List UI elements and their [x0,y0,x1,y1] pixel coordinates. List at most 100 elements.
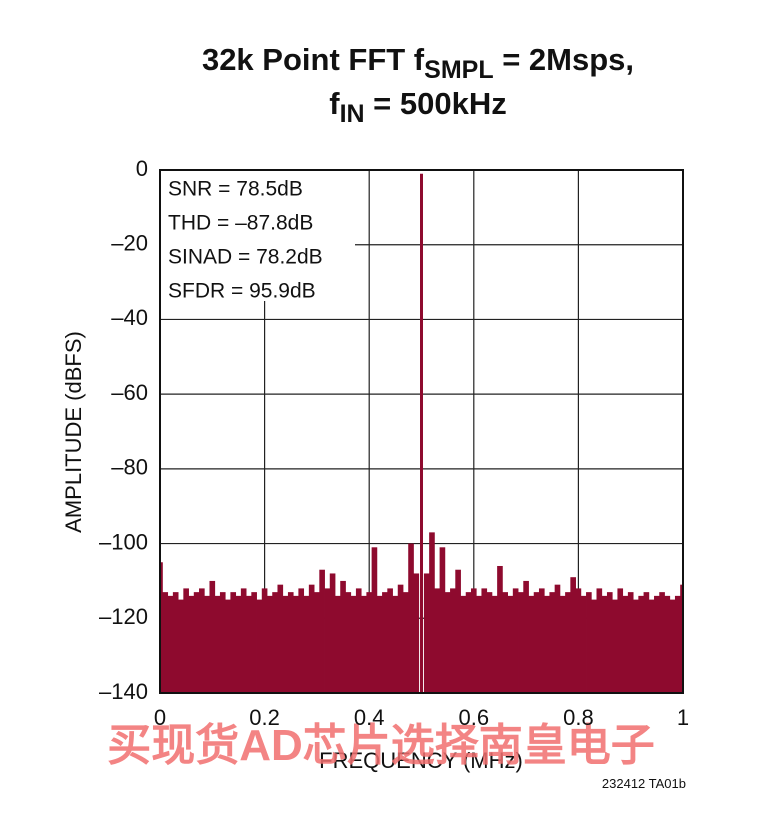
spectrum-bar [160,562,163,693]
spectrum-bar [460,595,467,693]
spectrum-bar [277,584,284,693]
spectrum-bar [664,595,671,693]
spectrum-bar [491,595,498,693]
spectrum-bar [596,588,603,693]
spectrum-bar [507,595,514,693]
spectrum-bar [193,592,200,693]
spectrum-bar [512,588,519,693]
watermark: 买现货AD芯片选择南皇电子 [107,721,655,770]
spectrum-bar [648,599,655,693]
y-tick-label: –40 [111,305,148,330]
chart-title: 32k Point FFT fSMPL = 2Msps, [202,42,634,84]
spectrum-bar [659,592,665,693]
title-text: = 500kHz [365,86,507,121]
spectrum-bar [298,588,305,693]
y-tick-label: –140 [99,679,148,704]
annotation: SNR = 78.5dB [168,178,303,201]
spectrum-bar [199,588,205,693]
spectrum-bar [350,595,357,693]
spectrum-bar [272,592,278,693]
spectrum-bar [172,592,179,693]
spectrum-bar [575,588,582,693]
spectrum-bar [429,532,435,693]
spectrum-bar [335,595,341,693]
y-tick-label: –20 [111,231,148,256]
spectrum-bar [188,595,195,693]
spectrum-bar [669,599,676,693]
spectrum-bar [345,592,352,693]
spectrum-bar [674,595,681,693]
spectrum-bar [392,595,399,693]
spectrum-bar [413,573,420,693]
spectrum-bar [167,595,174,693]
spectrum-bar [293,595,299,693]
spectrum-bar [308,584,315,693]
spectrum-bar [408,543,414,693]
spectrum-bar [225,599,231,693]
spectrum-bar [481,588,488,693]
spectrum-bar [680,584,683,693]
spectrum-bar [622,595,629,693]
spectrum-bar [643,592,650,693]
chart-title-line2: fIN = 500kHz [329,86,507,128]
spectrum-bar [528,595,535,693]
spectrum-bar [256,599,263,693]
spectrum-bar [533,592,540,693]
spectrum-bar [523,580,529,693]
spectrum-bar [565,592,571,693]
title-subscript: IN [340,100,365,128]
spectrum-bar [470,588,477,693]
spectrum-bar [183,588,189,693]
spectrum-bar [606,592,613,693]
spectrum-bar [601,595,608,693]
x-tick-label: 0.2 [249,705,280,730]
spectrum-bar [209,580,216,693]
spectrum-bar [518,592,524,693]
spectrum-bar [423,573,430,693]
y-tick-label: –60 [111,380,148,405]
annotation: SINAD = 78.2dB [168,246,323,269]
spectrum-bar [476,595,482,693]
y-tick-label: –120 [99,604,148,629]
spectrum-bar [382,592,388,693]
spectrum-bar [230,592,237,693]
x-tick-label: 0.4 [354,705,385,730]
spectrum-bar [617,588,624,693]
spectrum-bar [246,595,252,693]
y-tick-label: –80 [111,455,148,480]
spectrum-bar [340,580,346,693]
spectrum-bar [361,595,367,693]
title-text: 32k Point FFT f [202,42,425,77]
spectrum [160,173,683,693]
y-axis-label: AMPLITUDE (dBFS) [61,331,86,533]
spectrum-bar [638,595,644,693]
spectrum-bar [465,592,472,693]
spectrum-bar [402,592,409,693]
spectrum-bar [303,595,310,693]
plot-frame [159,169,684,694]
spectrum-bar [544,595,550,693]
spectrum-bar [591,599,597,693]
x-tick-label: 1 [677,705,689,730]
spectrum-bar [502,592,508,693]
spectrum-bar [376,595,383,693]
spectrum-bar [633,599,639,693]
annotation-background [161,171,355,301]
title-text: f [329,86,340,121]
spectrum-bar [287,592,294,693]
spectrum-bar [654,595,660,693]
spectrum-bar [282,595,289,693]
spectrum-bar [178,599,184,693]
x-tick-label: 0 [154,705,166,730]
spectrum-bar [580,595,587,693]
annotation: THD = –87.8dB [168,212,313,235]
spectrum-bar [586,592,592,693]
spectrum-bar [261,588,268,693]
spectrum-bar [387,588,393,693]
y-tick-label: –100 [99,529,148,554]
spectrum-bar [554,584,561,693]
spectrum-bar [371,547,378,693]
spectrum-bar [219,592,226,693]
